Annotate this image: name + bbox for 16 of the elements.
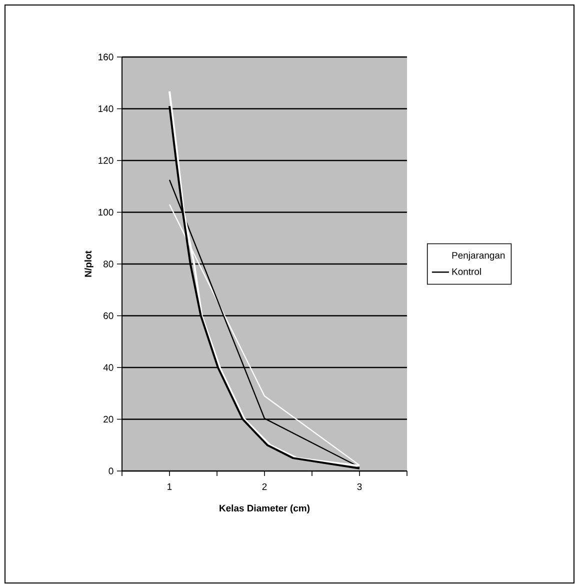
y-tick-label: 120	[98, 157, 114, 164]
x-tick-label: 1	[168, 483, 172, 490]
y-tick-label: 20	[104, 416, 114, 423]
y-tick-label: 40	[103, 364, 114, 371]
y-tick-label: 140	[98, 105, 114, 112]
y-tick-label: 100	[98, 208, 114, 216]
x-tick-label: 3	[357, 483, 362, 490]
y-tick-label: 0	[108, 468, 114, 474]
x-axis-title: Kelas Diameter (cm)	[220, 504, 310, 514]
legend-label: Kontrol	[452, 268, 481, 275]
text: Penjarangan	[452, 252, 505, 261]
x-tick-label: 2	[262, 483, 267, 490]
y-tick-label: 80	[104, 260, 114, 268]
y-tick-label: 60	[104, 312, 114, 320]
y-tick-label: 160	[98, 54, 114, 60]
y-axis-title: N/plot	[84, 250, 94, 277]
